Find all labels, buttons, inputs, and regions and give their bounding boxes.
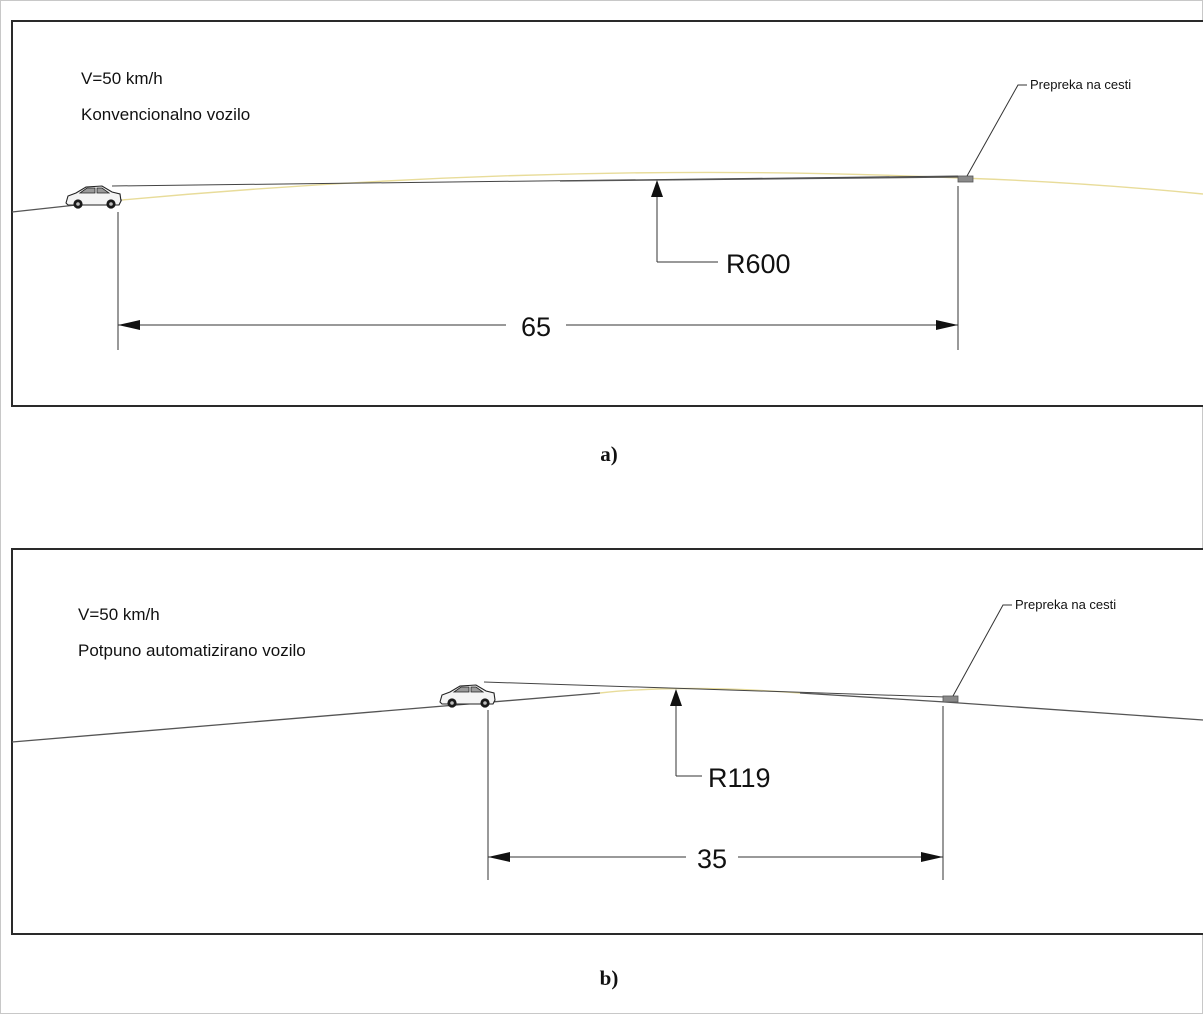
panel-a-obstacle-label: Prepreka na cesti bbox=[1030, 77, 1131, 92]
panel-a-speed: V=50 km/h bbox=[81, 69, 163, 88]
panel-b-speed: V=50 km/h bbox=[78, 605, 160, 624]
panel-b-radius-arrowhead bbox=[670, 689, 682, 706]
panel-a-road-top bbox=[559, 176, 961, 182]
panel-a-dimension-arrow-left bbox=[118, 320, 140, 330]
panel-a-distance-label: 65 bbox=[521, 312, 551, 342]
panel-a: V=50 km/h Konvencionalno vozilo Prepreka… bbox=[11, 20, 1203, 407]
panel-b-caption: b) bbox=[600, 966, 619, 990]
panel-a-vehicle-type: Konvencionalno vozilo bbox=[81, 105, 250, 124]
panel-a-obstacle-leader bbox=[966, 84, 1027, 177]
panel-b-radius-label: R119 bbox=[708, 763, 771, 793]
panel-a-caption: a) bbox=[600, 442, 618, 466]
panel-b-distance-label: 35 bbox=[697, 844, 727, 874]
panel-b-frame bbox=[11, 548, 1203, 935]
panel-b-obstacle bbox=[942, 695, 959, 703]
panel-a-obstacle bbox=[957, 175, 974, 183]
panel-b-road-approach bbox=[11, 692, 601, 743]
panel-a-dimension-arrow-right bbox=[936, 320, 958, 330]
panel-a-radius-arrowhead bbox=[651, 180, 663, 197]
panel-a-sight-line bbox=[111, 175, 959, 187]
panel-a-frame bbox=[11, 20, 1203, 407]
panel-a-radius-label: R600 bbox=[726, 249, 791, 279]
panel-b-dimension-arrow-left bbox=[488, 852, 510, 862]
panel-b-dimension-arrow-right bbox=[921, 852, 943, 862]
panel-b-obstacle-leader bbox=[952, 604, 1012, 697]
panel-b-sight-line bbox=[483, 681, 946, 698]
panel-b: V=50 km/h Potpuno automatizirano vozilo … bbox=[11, 548, 1203, 935]
panel-b-obstacle-label: Prepreka na cesti bbox=[1015, 597, 1116, 612]
panel-b-vehicle-type: Potpuno automatizirano vozilo bbox=[78, 641, 306, 660]
